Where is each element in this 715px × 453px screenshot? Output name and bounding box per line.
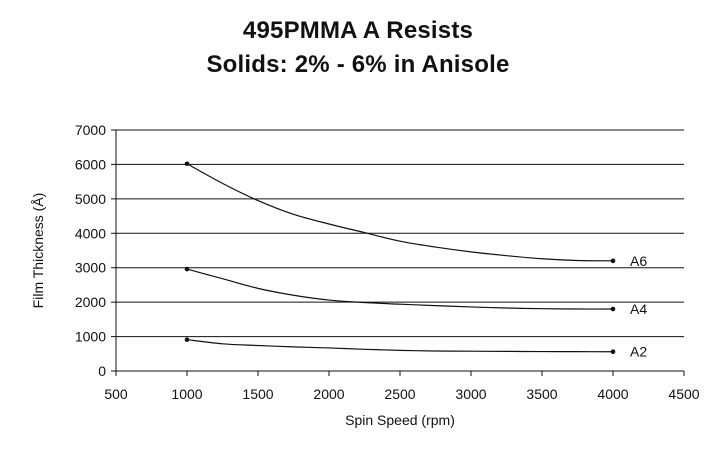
data-point-a6-1	[610, 258, 616, 264]
x-tick-label-4000: 4000	[597, 386, 628, 402]
series-line-a6	[186, 163, 614, 262]
chart-title: 495PMMA A Resists	[242, 17, 474, 44]
series-line-a2	[186, 339, 614, 353]
series-label-a2: A2	[630, 344, 647, 360]
x-tick-label-2500: 2500	[384, 386, 415, 402]
chart-subtitle: Solids: 2% - 6% in Anisole	[206, 51, 510, 78]
x-tick-label-1000: 1000	[171, 386, 202, 402]
data-point-a2-0	[184, 337, 190, 342]
x-tick-label-3000: 3000	[455, 386, 486, 402]
x-tick-labels: 500 1000 1500 2000 2500 3000 3500 4000 4500	[104, 386, 699, 402]
grid-lines	[116, 129, 684, 338]
y-tick-label-2000: 2000	[75, 294, 106, 310]
x-tick-label-1500: 1500	[242, 386, 273, 402]
x-axis-label: Spin Speed (rpm)	[345, 412, 455, 428]
x-tick-label-500: 500	[104, 386, 128, 402]
y-tick-label-5000: 5000	[75, 191, 106, 207]
x-tick-label-3500: 3500	[526, 386, 557, 402]
y-tick-labels: 0 1000 2000 3000 4000 5000 6000 7000	[75, 122, 106, 379]
x-tick-label-4500: 4500	[668, 386, 699, 402]
data-point-a4-0	[184, 266, 190, 272]
y-tick-label-4000: 4000	[75, 225, 106, 241]
series-label-a4: A4	[630, 301, 647, 317]
series-line-a4	[186, 268, 614, 310]
y-tick-label-0: 0	[98, 363, 106, 379]
y-tick-label-7000: 7000	[75, 122, 106, 138]
data-point-a6-0	[184, 161, 190, 167]
y-tick-label-6000: 6000	[75, 156, 106, 172]
data-point-a2-1	[610, 349, 616, 355]
x-tick-label-2000: 2000	[313, 386, 344, 402]
data-point-a4-1	[610, 306, 616, 312]
y-tick-label-3000: 3000	[75, 260, 106, 276]
series-label-a6: A6	[630, 253, 647, 269]
series-lines: A6 A4 A2	[184, 161, 647, 360]
y-axis-label: Film Thickness (Å)	[30, 193, 46, 309]
y-tick-label-1000: 1000	[75, 329, 106, 345]
axes	[111, 129, 685, 376]
title-block: 495PMMA A Resists Solids: 2% - 6% in Ani…	[0, 14, 715, 82]
